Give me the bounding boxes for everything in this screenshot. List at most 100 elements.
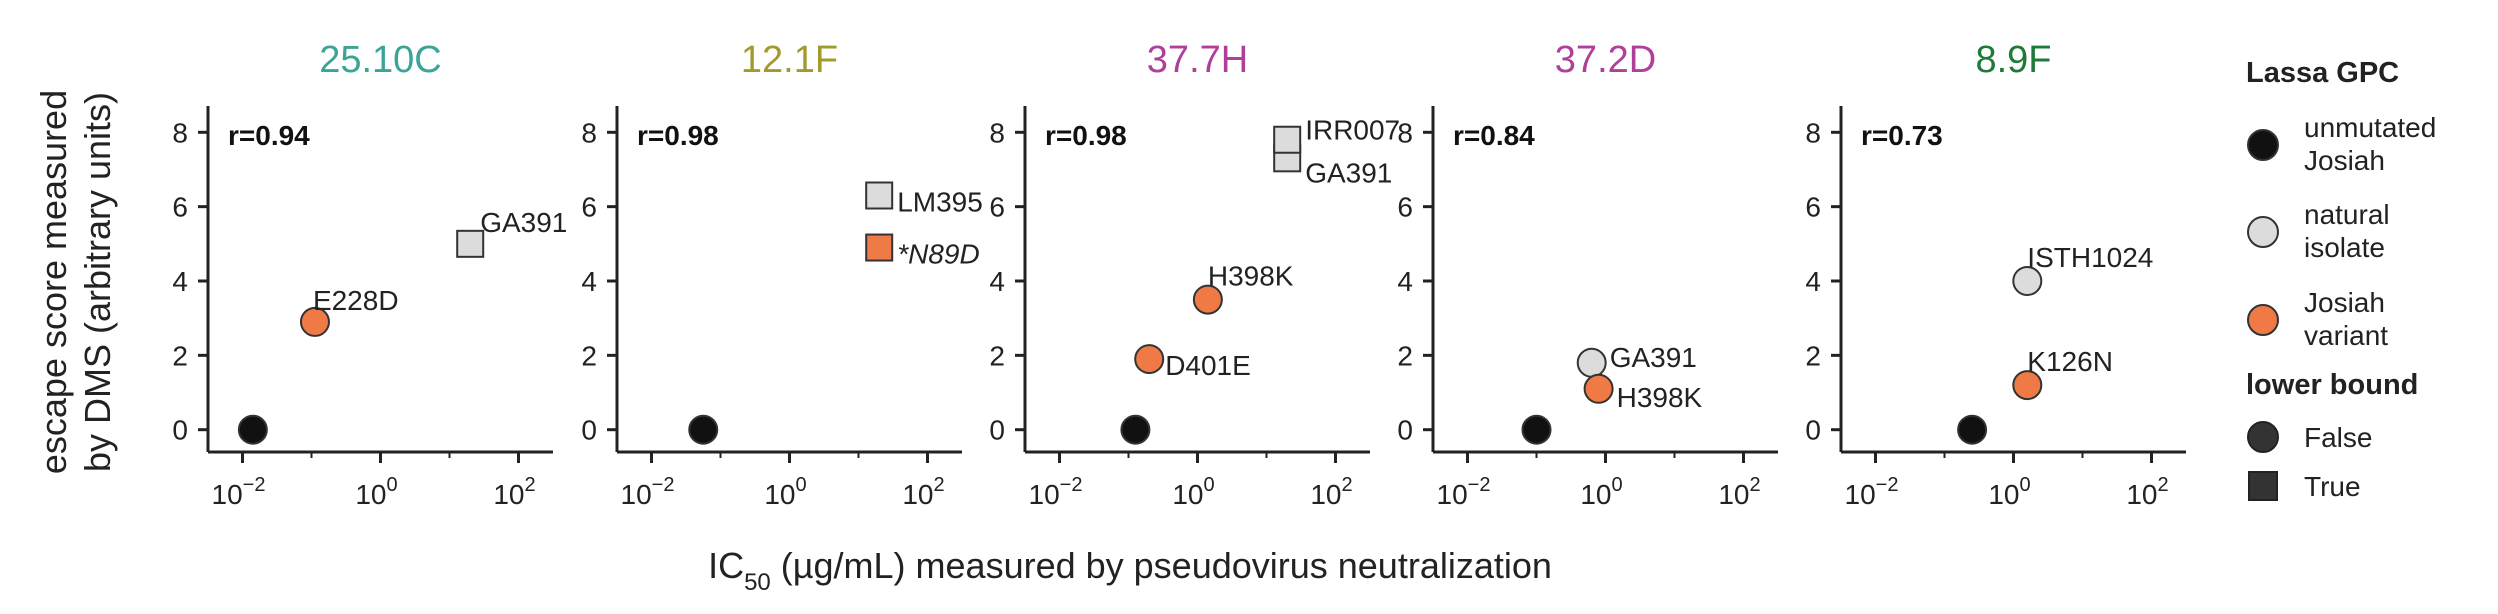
- tick-exponent: 2: [2158, 474, 2169, 496]
- tick-exponent: 2: [934, 474, 945, 496]
- data-point-square: [456, 229, 485, 258]
- y-tick-label: 6: [1397, 192, 1413, 223]
- data-point-circle: [1120, 414, 1151, 445]
- tick-base: 10: [2126, 479, 2157, 510]
- data-point-square: [1273, 125, 1302, 154]
- y-tick-label: 8: [1397, 117, 1413, 148]
- x-axis-label: IC50 (µg/mL) measured by pseudovirus neu…: [708, 545, 1552, 596]
- data-point-circle: [1521, 414, 1552, 445]
- data-label: ISTH1024: [2027, 242, 2153, 273]
- y-tick-label: 4: [172, 266, 188, 297]
- y-tick-label: 0: [172, 415, 188, 446]
- data-point-circle: [1957, 414, 1988, 445]
- legend-marker-circle: [2247, 421, 2279, 453]
- tick-exponent: 2: [1342, 474, 1353, 496]
- data-point-circle: [688, 414, 719, 445]
- legend: Lassa GPCunmutatedJosiahnaturalisolateJo…: [2246, 57, 2436, 502]
- y-tick-label: 8: [581, 117, 597, 148]
- data-point-square: [865, 233, 894, 262]
- tick-base: 10: [355, 479, 386, 510]
- y-tick-label: 2: [172, 340, 188, 371]
- y-tick-label: 2: [1805, 340, 1821, 371]
- tick-base: 10: [764, 479, 795, 510]
- correlation-label: r=0.84: [1453, 120, 1535, 151]
- y-tick-label: 2: [581, 340, 597, 371]
- y-tick-label: 2: [989, 340, 1005, 371]
- x-tick-label: 10−2: [212, 474, 266, 510]
- y-tick-label: 0: [1397, 415, 1413, 446]
- x-label-subscript: 50: [744, 569, 771, 596]
- data-label: H398K: [1617, 382, 1703, 413]
- data-point-circle: [1576, 347, 1607, 378]
- panel-title: 37.7H: [1147, 39, 1248, 81]
- y-tick-label: 8: [172, 117, 188, 148]
- x-tick-label: 102: [493, 474, 535, 510]
- tick-base: 10: [902, 479, 933, 510]
- data-label: LM395: [897, 187, 983, 218]
- data-label: GA391: [1305, 157, 1392, 188]
- tick-base: 10: [1718, 479, 1749, 510]
- tick-base: 10: [1029, 479, 1060, 510]
- x-tick-label: 100: [1172, 474, 1214, 510]
- legend-label: Josiah: [2304, 145, 2385, 176]
- tick-base: 10: [1580, 479, 1611, 510]
- x-tick-label: 102: [2126, 474, 2168, 510]
- data-label: K126N: [2027, 346, 2113, 377]
- y-tick-label: 4: [1805, 266, 1821, 297]
- x-tick-label: 10−2: [621, 474, 675, 510]
- data-point-square: [865, 181, 894, 210]
- y-tick-label: 8: [989, 117, 1005, 148]
- legend-label: isolate: [2304, 232, 2385, 263]
- tick-base: 10: [1988, 479, 2019, 510]
- x-tick-label: 10−2: [1437, 474, 1491, 510]
- y-tick-label: 6: [1805, 192, 1821, 223]
- legend-title-lower-bound: lower bound: [2246, 369, 2418, 401]
- y-tick-label: 6: [581, 192, 597, 223]
- y-tick-label: 8: [1805, 117, 1821, 148]
- tick-exponent: 0: [2020, 474, 2031, 496]
- data-point-circle: [2012, 370, 2043, 401]
- x-tick-label: 102: [902, 474, 944, 510]
- legend-marker-natural: [2247, 216, 2279, 248]
- x-tick-label: 100: [1580, 474, 1622, 510]
- legend-label: True: [2304, 471, 2361, 502]
- y-label-line: escape score measured: [33, 90, 74, 474]
- tick-exponent: 0: [387, 474, 398, 496]
- y-label-line: by DMS (arbitrary units): [77, 92, 118, 472]
- tick-base: 10: [1437, 479, 1468, 510]
- x-label-rest: (µg/mL) measured by pseudovirus neutrali…: [771, 545, 1552, 586]
- data-label: E228D: [313, 285, 399, 316]
- panel-title: 8.9F: [1975, 39, 2051, 81]
- data-point-circle: [237, 414, 268, 445]
- x-tick-label: 102: [1718, 474, 1760, 510]
- x-tick-label: 10−2: [1029, 474, 1083, 510]
- data-label: D401E: [1165, 350, 1251, 381]
- x-tick-label: 100: [764, 474, 806, 510]
- data-point-circle: [1583, 373, 1614, 404]
- legend-label: variant: [2304, 320, 2388, 351]
- legend-label: Josiah: [2304, 287, 2385, 318]
- tick-exponent: 2: [1750, 474, 1761, 496]
- data-point-circle: [299, 306, 330, 337]
- legend-label: False: [2304, 422, 2372, 453]
- y-tick-label: 0: [1805, 415, 1821, 446]
- x-tick-label: 102: [1310, 474, 1352, 510]
- tick-base: 10: [1845, 479, 1876, 510]
- y-axis-label: escape score measured by DMS (arbitrary u…: [33, 90, 118, 474]
- data-point-circle: [1192, 284, 1223, 315]
- tick-exponent: 0: [1204, 474, 1215, 496]
- tick-exponent: 0: [1612, 474, 1623, 496]
- tick-base: 10: [1310, 479, 1341, 510]
- tick-base: 10: [493, 479, 524, 510]
- correlation-label: r=0.73: [1861, 120, 1943, 151]
- y-tick-label: 4: [989, 266, 1005, 297]
- tick-base: 10: [212, 479, 243, 510]
- y-tick-label: 0: [989, 415, 1005, 446]
- correlation-label: r=0.98: [1045, 120, 1127, 151]
- y-tick-label: 2: [1397, 340, 1413, 371]
